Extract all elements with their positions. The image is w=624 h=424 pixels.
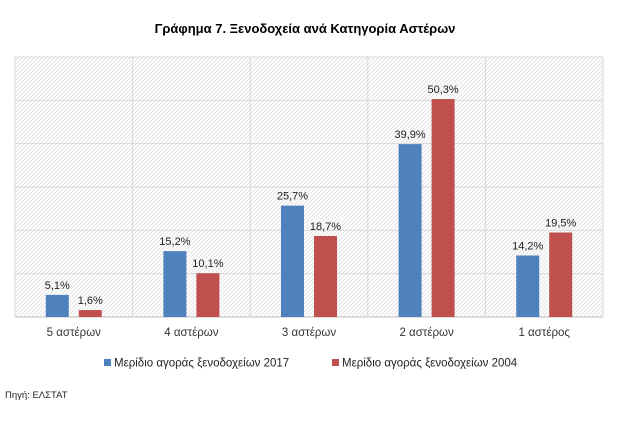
- chart-title: Γράφημα 7. Ξενοδοχεία ανά Κατηγορία Αστέ…: [155, 21, 456, 36]
- legend-label: Μερίδιο αγοράς ξενοδοχείων 2004: [342, 358, 518, 370]
- bar-2004-1: [196, 273, 220, 317]
- data-label: 50,3%: [427, 84, 458, 96]
- data-label: 25,7%: [277, 191, 308, 203]
- bar-2004-4: [549, 232, 573, 317]
- x-tick-label: 2 αστέρων: [399, 327, 454, 339]
- bar-2004-2: [314, 235, 337, 317]
- data-label: 5,1%: [45, 280, 70, 292]
- data-label: 39,9%: [394, 129, 425, 141]
- x-tick-label: 1 αστέρος: [518, 327, 570, 339]
- bar-2017-0: [45, 294, 69, 317]
- bar-2017-1: [163, 251, 187, 317]
- bar-2004-3: [431, 99, 455, 318]
- data-label: 1,6%: [78, 295, 103, 307]
- bar-2004-0: [78, 310, 102, 317]
- legend-swatch: [104, 359, 111, 366]
- data-label: 10,1%: [192, 258, 223, 270]
- source-note: Πηγή: ΕΛΣΤΑΤ: [5, 390, 68, 401]
- legend-swatch: [332, 359, 339, 366]
- legend-label: Μερίδιο αγοράς ξενοδοχείων 2017: [114, 358, 289, 370]
- x-tick-label: 4 αστέρων: [164, 327, 219, 339]
- data-label: 18,7%: [310, 221, 341, 233]
- data-label: 19,5%: [545, 218, 576, 230]
- data-label: 14,2%: [512, 240, 543, 252]
- data-label: 15,2%: [159, 236, 190, 248]
- bar-2017-2: [281, 205, 304, 317]
- bar-2017-4: [516, 255, 540, 317]
- x-tick-label: 3 αστέρων: [282, 327, 337, 339]
- bar-2017-3: [398, 144, 422, 317]
- x-tick-label: 5 αστέρων: [47, 327, 102, 339]
